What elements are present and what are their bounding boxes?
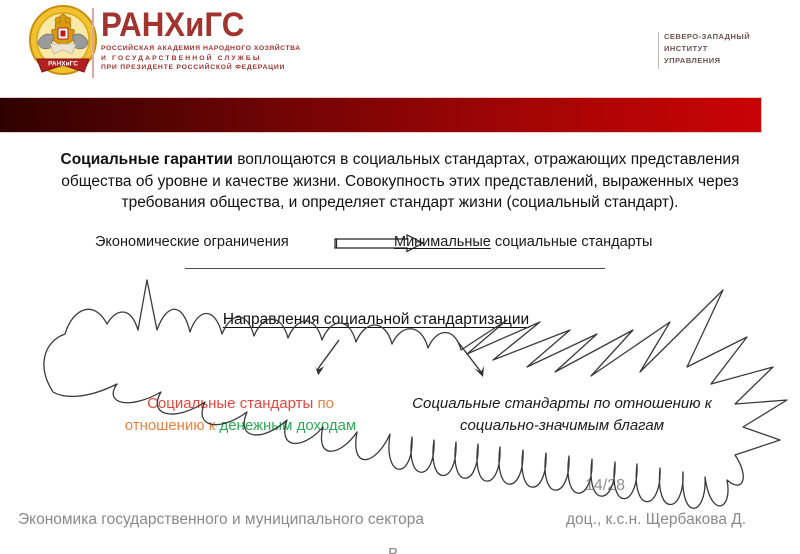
emblem-banner-label: РАНХиГС: [48, 61, 78, 68]
logo-subtitle-line3: ПРИ ПРЕЗИДЕНТЕ РОССИЙСКОЙ ФЕДЕРАЦИИ: [101, 64, 286, 71]
branch-social-goods-line1: Социальные стандарты по отношению к: [412, 395, 712, 412]
branch-money-income: Социальные стандарты по отношению к дене…: [88, 393, 393, 437]
institute-line1: СЕВЕРО-ЗАПАДНЫЙ: [664, 32, 751, 41]
footer-author-wrapped-initial: В.: [388, 546, 403, 554]
cloud-title: Направления социальной стандартизации: [222, 311, 530, 328]
footer-course-title: Экономика государственного и муниципальн…: [18, 511, 424, 528]
paragraph-line1-rest: воплощаются в социальных стандартах, отр…: [232, 151, 740, 168]
branch-left-red-part: Социальные стандарты: [147, 395, 314, 412]
branch-left-green-part: денежным доходам: [219, 417, 357, 434]
title-accent-bar: [0, 97, 762, 133]
arrow-down-left-icon: [314, 339, 340, 376]
paragraph-line1: Социальные гарантии воплощаются в социал…: [0, 149, 800, 171]
paragraph-line2: общества об уровне и качестве жизни. Сов…: [61, 172, 739, 190]
footer-author: доц., к.с.н. Щербакова Д.: [566, 511, 747, 528]
branch-money-income-line1: Социальные стандарты по: [88, 393, 393, 415]
branch-money-income-line2: отношению к денежным доходам: [88, 415, 393, 437]
page-number: 14/28: [585, 477, 626, 494]
logo-text-block: РАНХиГС РОССИЙСКАЯ АКАДЕМИЯ НАРОДНОГО ХО…: [101, 6, 301, 73]
minimal-standards-underlined: Минимальные: [394, 234, 491, 250]
logo-subtitle-line2: И ГОСУДАРСТВЕННОЙ СЛУЖБЫ: [101, 54, 262, 62]
paragraph-bold-term: Социальные гарантии: [60, 151, 233, 168]
definition-paragraph: Социальные гарантии воплощаются в социал…: [0, 149, 800, 214]
branch-left-orange-part1: по: [313, 395, 334, 412]
economic-constraints-label: Экономические ограничения: [95, 234, 289, 250]
branch-social-goods: Социальные стандарты по отношению к соци…: [398, 393, 726, 437]
institute-line2: ИНСТИТУТ: [664, 44, 708, 53]
arrow-down-right-icon: [457, 341, 484, 377]
logo-divider: [92, 8, 94, 78]
branch-arrows: [314, 339, 484, 377]
ranepa-emblem-icon: РАНХиГС: [29, 5, 97, 75]
institute-divider: [658, 32, 659, 69]
branch-social-goods-line2: социально-значимым благам: [459, 417, 665, 434]
horizontal-rule: [185, 268, 605, 269]
institute-block: СЕВЕРО-ЗАПАДНЫЙ ИНСТИТУТ УПРАВЛЕНИЯ: [664, 31, 750, 67]
logo-subtitle-line1: РОССИЙСКАЯ АКАДЕМИЯ НАРОДНОГО ХОЗЯЙСТВА: [101, 45, 301, 52]
logo-title: РАНХиГС: [101, 6, 245, 44]
minimal-standards-label: Минимальные социальные стандарты: [394, 234, 652, 250]
institute-line3: УПРАВЛЕНИЯ: [664, 56, 721, 65]
branch-left-orange-part2: отношению к: [124, 417, 220, 434]
minimal-standards-rest: социальные стандарты: [490, 234, 653, 250]
paragraph-line3: требования общества, и определяет станда…: [121, 194, 679, 211]
right-block-arrow-icon: [334, 234, 425, 253]
